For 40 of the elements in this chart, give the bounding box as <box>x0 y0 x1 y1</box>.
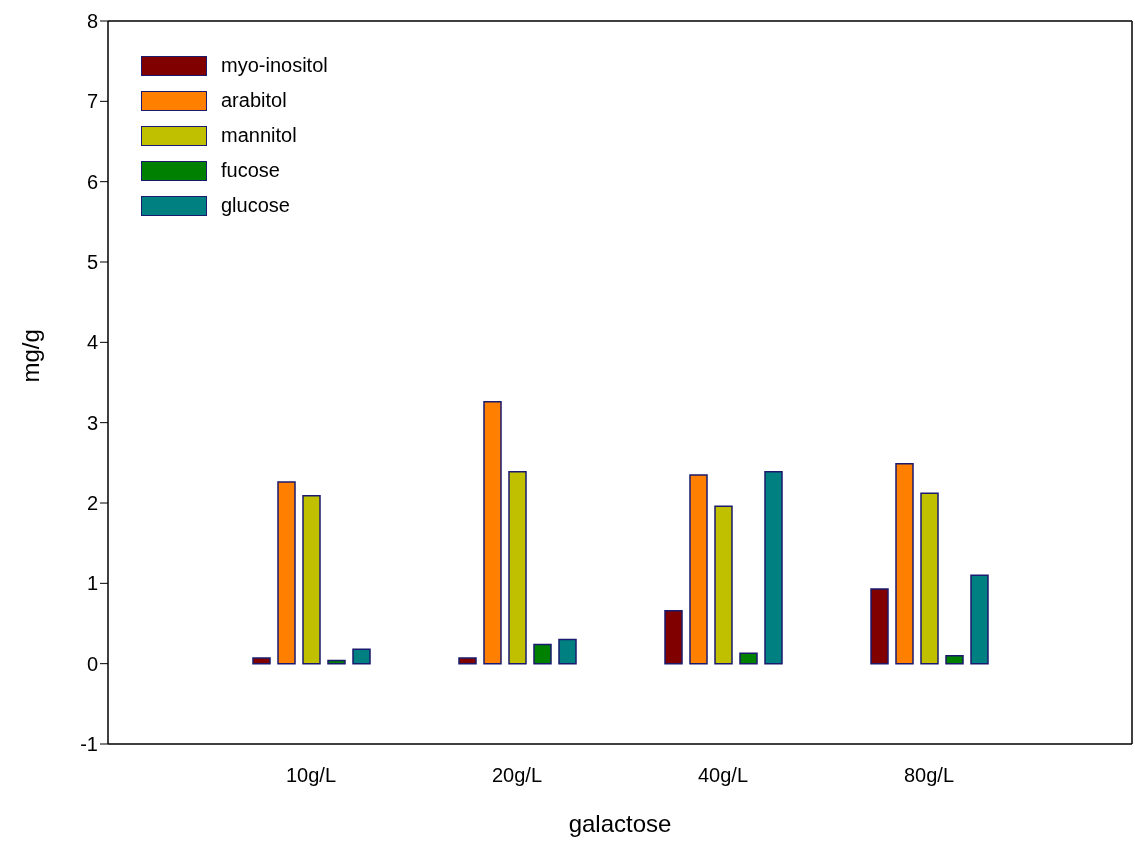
bar <box>533 643 552 665</box>
y-tick-label: 5 <box>86 251 98 274</box>
x-axis-title: galactose <box>568 810 672 837</box>
y-axis-title: mg/g <box>16 329 44 383</box>
bar <box>920 492 939 665</box>
legend-label: myo-inositol <box>221 54 328 77</box>
x-tick-label: 20g/L <box>491 764 543 787</box>
legend-label: glucose <box>221 194 290 217</box>
y-tick-label: 7 <box>86 90 98 113</box>
y-tick-label: 8 <box>86 10 98 33</box>
bar <box>458 657 477 665</box>
y-tick-label: 0 <box>86 652 98 675</box>
bar <box>739 652 758 665</box>
y-tick-label: -1 <box>80 733 98 756</box>
bar <box>352 648 371 665</box>
x-tick-label: 80g/L <box>903 764 955 787</box>
bar <box>277 481 296 665</box>
bar <box>870 588 889 665</box>
bar <box>302 495 321 665</box>
y-tick-label: 2 <box>86 492 98 515</box>
y-tick-label: 4 <box>86 331 98 354</box>
bar <box>483 401 502 665</box>
legend-label: fucose <box>221 159 280 182</box>
y-tick-label: 3 <box>86 411 98 434</box>
y-tick-label: 1 <box>86 572 98 595</box>
bar <box>895 462 914 665</box>
bar <box>714 505 733 665</box>
legend-label: mannitol <box>221 124 297 147</box>
y-tick-label: 6 <box>86 170 98 193</box>
bar <box>970 574 989 665</box>
bar <box>508 470 527 665</box>
x-tick-label: 40g/L <box>697 764 749 787</box>
legend-label: arabitol <box>221 89 287 112</box>
bar <box>558 638 577 665</box>
bar <box>764 470 783 665</box>
bar <box>945 654 964 665</box>
bar <box>689 474 708 665</box>
bar <box>664 609 683 665</box>
x-tick-label: 10g/L <box>285 764 337 787</box>
bar <box>252 657 271 665</box>
